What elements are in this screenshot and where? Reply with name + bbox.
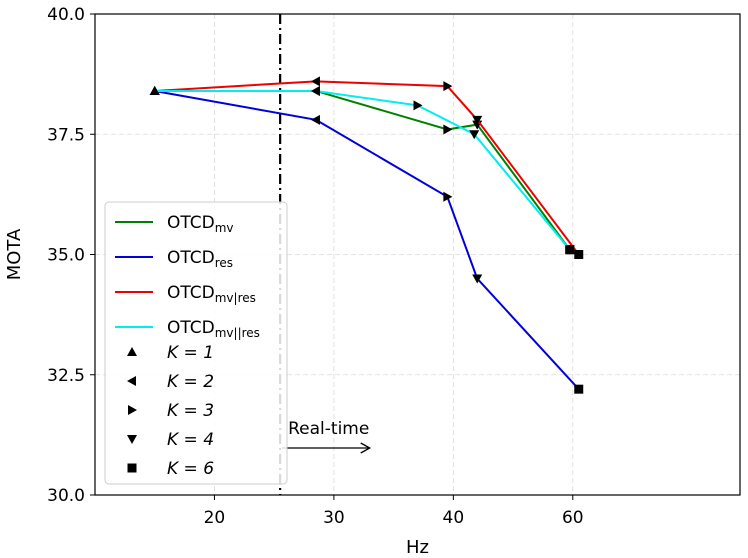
y-tick-label: 37.5	[47, 125, 85, 145]
legend-label-name: OTCD	[167, 213, 215, 233]
data-point-k3	[443, 81, 453, 92]
legend-marker-label: K = 1	[167, 343, 214, 363]
legend-marker-icon	[127, 435, 137, 444]
legend-marker-icon	[128, 405, 137, 415]
legend-marker-k2: K = 2	[127, 372, 214, 392]
legend-marker-icon	[127, 376, 136, 386]
x-tick-label: 20	[204, 508, 226, 528]
y-tick-label: 32.5	[47, 366, 85, 386]
legend-label-sub: mv|res	[215, 291, 256, 305]
realtime-arrow-head	[360, 442, 372, 454]
data-point-k1	[149, 85, 160, 95]
data-point-k6	[574, 250, 584, 259]
ticks-layer: 20 30 40 60 30.0 32.5 35.0 37.5 40.0	[47, 5, 583, 528]
x-tick-label: 40	[443, 508, 465, 528]
series-mv--res	[149, 85, 575, 255]
legend-label-name: OTCD	[167, 283, 215, 303]
legend-marker-label: K = 2	[167, 372, 214, 392]
data-point-k3	[413, 100, 423, 111]
legend-item-mv: OTCDmv	[115, 213, 234, 235]
legend-marker-icon	[127, 463, 137, 473]
legend-label-sub: res	[215, 256, 233, 270]
legend-label-name: OTCD	[167, 318, 215, 338]
y-tick-label: 40.0	[47, 5, 85, 25]
data-point-k3	[443, 191, 453, 202]
legend-label: OTCDmv|res	[167, 283, 256, 305]
data-point-k2	[310, 76, 320, 87]
x-axis-label: Hz	[406, 537, 429, 558]
legend-label: OTCDmv	[167, 213, 234, 235]
legend-label-name: OTCD	[167, 248, 215, 268]
legend-marker-k4: K = 4	[127, 430, 214, 450]
data-point-k3	[443, 124, 453, 135]
legend-marker-label: K = 6	[167, 459, 214, 479]
legend-item-res: OTCDres	[115, 248, 233, 270]
realtime-annotation: Real-time	[288, 419, 369, 439]
legend-marker-k1: K = 1	[127, 343, 214, 363]
y-tick-label: 35.0	[47, 246, 85, 266]
data-point-k4	[472, 115, 483, 125]
y-tick-label: 30.0	[47, 486, 85, 506]
data-point-k2	[310, 85, 320, 96]
legend-label-sub: mv||res	[215, 326, 260, 340]
legend-item-mv--res: OTCDmv||res	[115, 318, 260, 340]
legend-label-sub: mv	[215, 221, 234, 235]
legend-marker-k3: K = 3	[128, 401, 214, 421]
legend-marker-label: K = 4	[167, 430, 214, 450]
data-point-k6	[574, 384, 584, 394]
legend-label: OTCDres	[167, 248, 233, 270]
data-point-k2	[310, 114, 320, 125]
legend-marker-k6: K = 6	[127, 459, 214, 479]
annotation-layer: Real-time	[282, 419, 372, 454]
legend-box	[104, 201, 288, 485]
data-point-k4	[472, 274, 483, 284]
legend-label: OTCDmv||res	[167, 318, 260, 340]
x-tick-label: 30	[323, 508, 345, 528]
x-tick-label: 60	[562, 508, 584, 528]
data-point-k6	[565, 245, 575, 255]
y-axis-label: MOTA	[4, 228, 25, 280]
legend-item-mv-res: OTCDmv|res	[115, 283, 256, 305]
legend-marker-label: K = 3	[167, 401, 214, 421]
series-layer	[149, 76, 584, 394]
legend-marker-icon	[127, 347, 137, 356]
data-point-k4	[469, 130, 480, 140]
